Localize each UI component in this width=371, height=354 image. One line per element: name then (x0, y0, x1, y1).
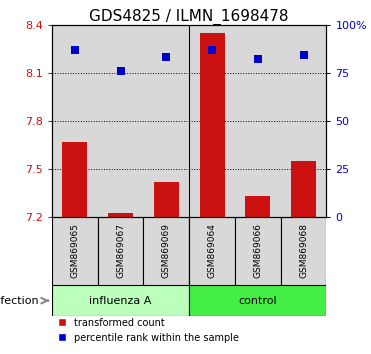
Bar (291, 161, 316, 217)
Bar (52, 25, 98, 217)
Bar (189, 285, 326, 316)
Point (209, 47, 215, 52)
Bar (281, 217, 326, 285)
Text: GSM869068: GSM869068 (299, 223, 308, 279)
Point (72, 47, 78, 52)
Bar (245, 196, 270, 217)
Bar (200, 33, 225, 217)
Bar (98, 25, 144, 217)
Point (301, 53, 306, 58)
Title: GDS4825 / ILMN_1698478: GDS4825 / ILMN_1698478 (89, 8, 289, 25)
Legend: transformed count, percentile rank within the sample: transformed count, percentile rank withi… (57, 318, 239, 343)
Bar (235, 217, 281, 285)
Point (118, 68, 124, 74)
Point (163, 55, 169, 60)
Bar (62, 142, 88, 217)
Text: influenza A: influenza A (89, 296, 152, 306)
Bar (281, 25, 326, 217)
Text: GSM869064: GSM869064 (208, 223, 217, 278)
Bar (154, 182, 179, 217)
Bar (144, 25, 189, 217)
Bar (98, 217, 144, 285)
Text: infection: infection (0, 296, 38, 306)
Bar (52, 217, 98, 285)
Text: GSM869069: GSM869069 (162, 223, 171, 279)
Text: GSM869067: GSM869067 (116, 223, 125, 279)
Bar (52, 285, 189, 316)
Bar (235, 25, 281, 217)
Bar (108, 213, 133, 217)
Bar (189, 217, 235, 285)
Bar (144, 217, 189, 285)
Text: GSM869065: GSM869065 (70, 223, 79, 279)
Point (255, 57, 261, 62)
Text: GSM869066: GSM869066 (253, 223, 262, 279)
Text: control: control (239, 296, 277, 306)
Bar (189, 25, 235, 217)
